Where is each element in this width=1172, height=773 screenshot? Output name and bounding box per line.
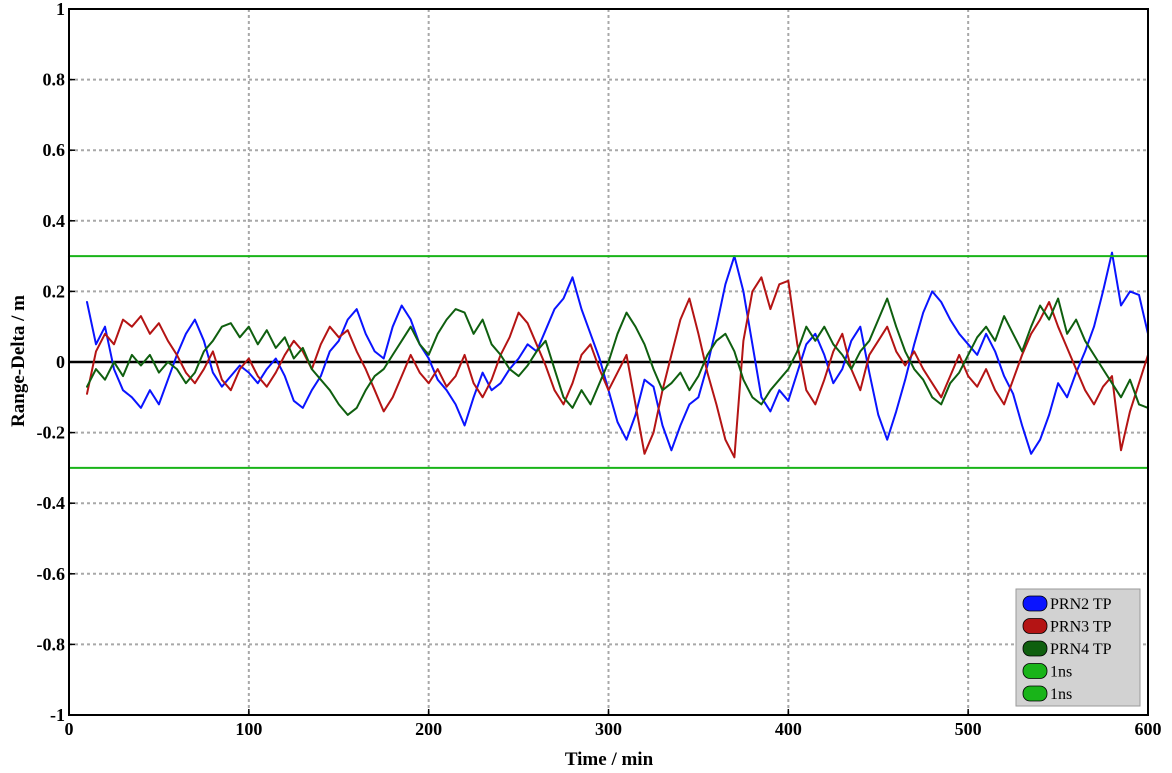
y-tick-label: -0.8	[37, 634, 66, 654]
y-axis-title: Range-Delta / m	[8, 295, 29, 427]
grid-lines	[69, 9, 1148, 715]
y-tick-label: 0.2	[43, 281, 66, 301]
x-tick-label: 500	[955, 719, 982, 739]
series-line-prn3-tp	[86, 276, 1149, 459]
y-tick-label: 0.6	[43, 140, 66, 160]
axes: 0 100 200 300 400 500 600 -1 -0.8 -0.6 -0.4 -0.2 0 0.…	[37, 0, 1162, 739]
legend-swatch	[1022, 595, 1048, 612]
legend-swatch	[1022, 663, 1048, 679]
legend: PRN2 TP PRN3 TP PRN4 TP 1ns 1ns	[1015, 588, 1141, 707]
y-tick-label: 0.8	[43, 70, 66, 90]
series-line-prn4-tp	[86, 297, 1149, 416]
x-tick-label: 300	[595, 719, 622, 739]
y-tick-label: 0.4	[43, 211, 66, 231]
y-tick-label: -0.4	[37, 493, 66, 513]
x-tick-label: 0	[65, 719, 74, 739]
legend-swatch	[1022, 640, 1048, 657]
y-tick-label: -0.2	[37, 423, 66, 443]
x-tick-label: 400	[775, 719, 802, 739]
legend-entry-label: PRN4 TP	[1050, 641, 1112, 658]
legend-swatch	[1022, 618, 1048, 634]
legend-entry-label: 1ns	[1050, 686, 1072, 703]
legend-entry-label: PRN3 TP	[1050, 619, 1112, 636]
legend-swatch	[1022, 685, 1048, 702]
series-lines	[68, 251, 1149, 469]
y-tick-label: -1	[50, 705, 65, 725]
x-tick-label: 200	[415, 719, 442, 739]
legend-entry-label: PRN2 TP	[1050, 596, 1112, 613]
x-axis-title: Time / min	[565, 749, 654, 770]
y-tick-label: 1	[56, 0, 65, 19]
x-tick-label: 100	[235, 719, 262, 739]
x-tick-label: 600	[1135, 719, 1162, 739]
y-tick-label: 0	[56, 352, 65, 372]
y-tick-label: -0.6	[37, 564, 66, 584]
legend-entry-label: 1ns	[1050, 664, 1072, 681]
